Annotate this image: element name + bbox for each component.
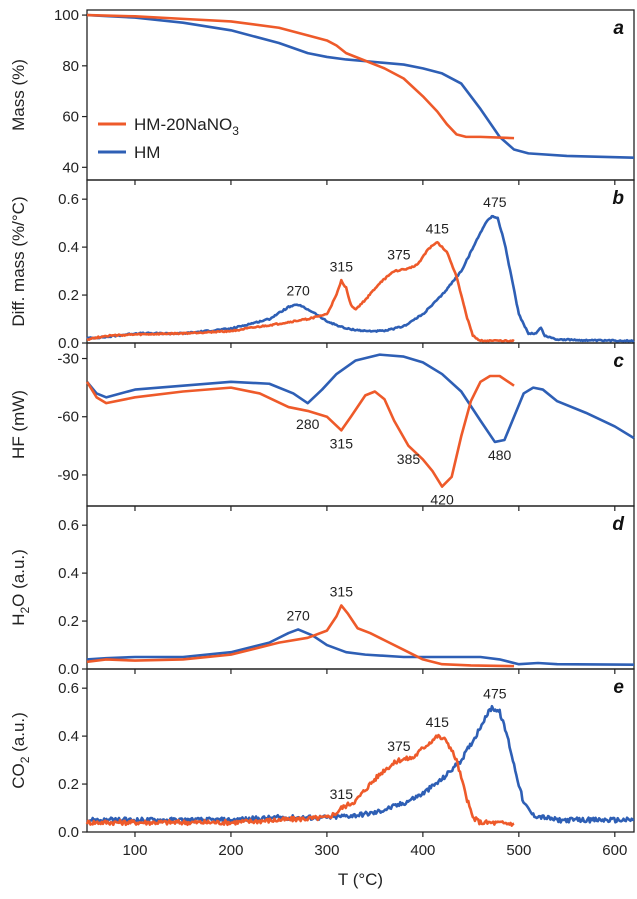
x-tick-label: 300 (314, 842, 339, 859)
y-tick-label: 0.0 (58, 661, 79, 678)
y-tick-label: 0.2 (58, 776, 79, 793)
peak-label: 475 (483, 685, 507, 701)
peak-label: 315 (330, 259, 354, 275)
peak-label: 420 (430, 492, 454, 508)
x-axis: 100 200 300 400 500 600 T (°C) (122, 842, 627, 889)
peak-label: 270 (286, 283, 310, 299)
legend: HM-20NaNO3 HM (98, 115, 239, 162)
y-axis-label: Diff. mass (%/°C) (9, 196, 28, 326)
series-line-hm_nano3 (85, 374, 515, 488)
panel-letter: d (612, 514, 624, 535)
legend-item-hm: HM (98, 143, 160, 162)
y-tick-label: -30 (57, 351, 79, 368)
legend-item-hm_nano3: HM-20NaNO3 (98, 115, 239, 138)
peak-label: 270 (286, 607, 310, 623)
y-tick-label: -60 (57, 409, 79, 426)
panel-e: 0.0 0.2 0.4 0.6 CO2 (a.u.) e 315 375 415 475 (9, 668, 635, 841)
peak-label: 415 (426, 220, 450, 236)
y-tick-label: 60 (62, 109, 79, 126)
x-tick-label: 400 (410, 842, 435, 859)
y-tick-label: 0.0 (58, 824, 79, 841)
x-axis-label: T (°C) (338, 870, 383, 889)
y-tick-label: 0.2 (58, 613, 79, 630)
x-tick-label: 600 (602, 842, 627, 859)
series-line-hm (86, 13, 635, 159)
y-tick-label: 40 (62, 159, 79, 176)
legend-label: HM-20NaNO3 (134, 115, 239, 138)
panel-letter: a (613, 18, 624, 39)
y-axis-label: H2O (a.u.) (9, 549, 32, 626)
y-tick-label: 0.4 (58, 728, 79, 745)
y-tick-label: 0.4 (58, 239, 79, 256)
y-tick-label: 100 (54, 7, 79, 24)
y-axis-label: HF (mW) (9, 390, 28, 459)
x-tick-label: 500 (506, 842, 531, 859)
panel-frame (86, 668, 635, 833)
peak-label: 375 (387, 247, 411, 263)
series-line-hm_nano3 (86, 13, 515, 140)
y-tick-label: 0.6 (58, 517, 79, 534)
series-line-hm_nano3 (86, 240, 515, 343)
panels: 40 60 80 100 Mass (%) a 0.0 0.2 0.4 0.6 Diff. mass… (9, 7, 635, 841)
y-tick-label: -90 (57, 467, 79, 484)
series-line-hm (86, 214, 635, 343)
panel-frame (86, 179, 635, 344)
peak-label: 315 (330, 583, 354, 599)
peak-label: 385 (397, 451, 421, 467)
peak-label: 315 (330, 786, 354, 802)
panel-frame (86, 342, 635, 507)
legend-label: HM (134, 143, 160, 162)
peak-label: 480 (488, 447, 512, 463)
y-axis-label: CO2 (a.u.) (9, 712, 32, 789)
y-tick-label: 0.6 (58, 680, 79, 697)
series-line-hm_nano3 (85, 733, 515, 827)
y-tick-label: 80 (62, 58, 79, 75)
panel-letter: e (613, 677, 624, 698)
peak-label: 415 (426, 714, 450, 730)
peak-label: 315 (330, 435, 354, 451)
series-line-hm_nano3 (86, 604, 515, 668)
panel-b: 0.0 0.2 0.4 0.6 Diff. mass (%/°C) b 270 315 375 4… (9, 179, 635, 352)
y-axis-label: Mass (%) (9, 59, 28, 131)
y-tick-label: 0.6 (58, 191, 79, 208)
panel-letter: c (613, 351, 624, 372)
peak-label: 280 (296, 416, 320, 432)
x-tick-label: 200 (218, 842, 243, 859)
y-tick-label: 0.4 (58, 565, 79, 582)
panel-a: 40 60 80 100 Mass (%) a (9, 7, 635, 185)
series-line-hm (85, 353, 635, 444)
x-tick-label: 100 (122, 842, 147, 859)
panel-d: 0.0 0.2 0.4 0.6 H2O (a.u.) d 270 315 (9, 505, 635, 678)
series-line-hm (86, 628, 635, 666)
series-line-hm (85, 704, 635, 824)
panel-c: -90 -60 -30 HF (mW) c 280 315 385 420 480 (9, 342, 635, 511)
panel-frame (86, 505, 635, 670)
peak-label: 475 (483, 194, 507, 210)
y-tick-label: 0.2 (58, 287, 79, 304)
peak-label: 375 (387, 738, 411, 754)
panel-letter: b (612, 188, 624, 209)
y-tick-label: 0.0 (58, 335, 79, 352)
